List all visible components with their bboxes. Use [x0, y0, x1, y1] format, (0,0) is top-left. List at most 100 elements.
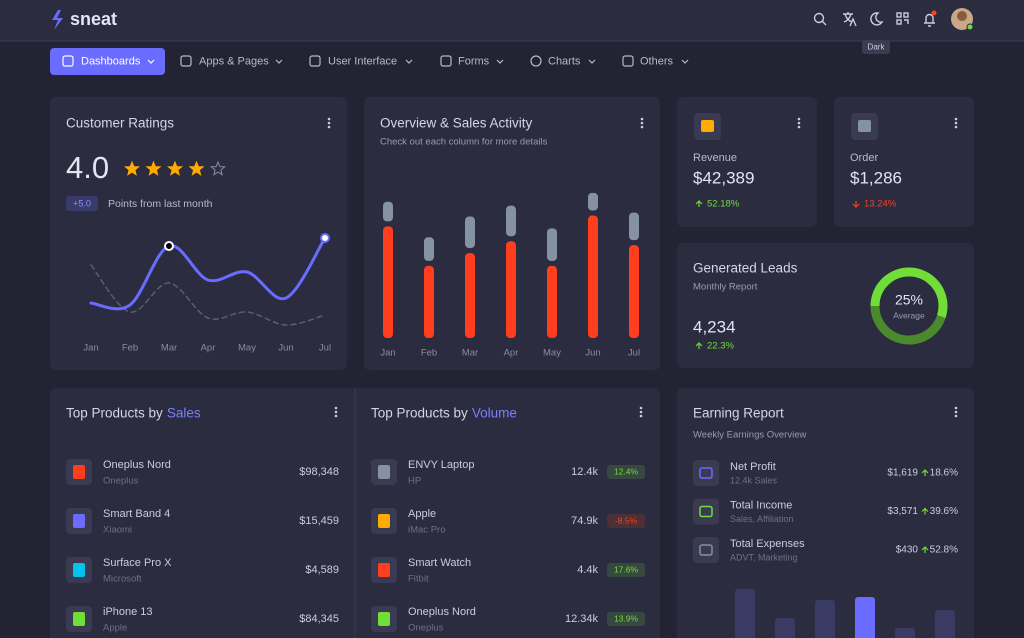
tooltip: [862, 40, 890, 54]
top-icons[interactable]: [813, 12, 936, 27]
trend-arrow: [852, 201, 860, 208]
bar: [735, 589, 755, 638]
bar: [547, 228, 557, 261]
menu-dot[interactable]: [797, 121, 801, 125]
stat-change: 52.18%: [707, 199, 740, 210]
card-title: Top Products by: [66, 406, 163, 421]
logo: [52, 10, 63, 30]
menu-dot[interactable]: [954, 414, 958, 418]
menu-dot[interactable]: [640, 125, 644, 129]
menu-dot[interactable]: [639, 414, 643, 418]
status-dot: [966, 23, 974, 31]
x-tick-label: Jul: [319, 343, 331, 354]
bar: [935, 610, 955, 638]
bar: [424, 265, 434, 338]
product-name: Oneplus Nord: [408, 606, 476, 618]
trend-arrow: [695, 342, 703, 349]
menu-dot[interactable]: [797, 117, 801, 121]
badge: [607, 612, 645, 626]
card-title: Top Products by: [371, 406, 468, 421]
menu-dot[interactable]: [639, 406, 643, 410]
nav-item[interactable]: Forms: [458, 55, 490, 67]
nav-item[interactable]: Dashboards: [81, 55, 141, 67]
avatar-face: [957, 11, 967, 21]
nav-chevron: [681, 59, 689, 64]
x-tick-label: Mar: [462, 348, 478, 359]
card-title-highlight: Volume: [472, 406, 517, 421]
star: [209, 160, 227, 176]
product-icon-glyph: [73, 514, 85, 528]
donut-segment: [870, 267, 948, 345]
product-brand: Microsoft: [103, 574, 142, 585]
badge: [66, 196, 98, 211]
product-name: Surface Pro X: [103, 557, 172, 569]
nav-item[interactable]: Charts: [548, 55, 581, 67]
earning-amount: $3,571: [887, 506, 918, 517]
card-title: Earning Report: [693, 406, 784, 421]
bar: [506, 241, 516, 338]
menu-dot[interactable]: [334, 406, 338, 410]
product-icon-glyph: [378, 612, 390, 626]
card-subtitle: Check out each column for more details: [380, 137, 548, 148]
x-tick-label: Jun: [585, 348, 600, 359]
nav-icon: [180, 55, 192, 67]
menu-dot[interactable]: [334, 410, 338, 414]
nav-item[interactable]: Others: [640, 55, 674, 67]
menu-dot[interactable]: [327, 117, 331, 121]
bar: [383, 201, 393, 222]
earning-amount: $1,619: [887, 468, 918, 479]
badge: [607, 563, 645, 577]
nav-item[interactable]: Apps & Pages: [199, 55, 269, 67]
menu-dot[interactable]: [954, 117, 958, 121]
menu-dot[interactable]: [954, 125, 958, 129]
bar: [629, 212, 639, 241]
x-tick-label: Feb: [122, 343, 138, 354]
donut-label: 25%: [895, 292, 923, 308]
product-icon-glyph: [378, 563, 390, 577]
menu-dot[interactable]: [334, 414, 338, 418]
stat-label: Order: [850, 152, 878, 164]
product-name: ENVY Laptop: [408, 459, 474, 471]
star: [145, 160, 162, 176]
tooltip-text: Dark: [868, 43, 886, 52]
stat-value: $1,286: [850, 168, 902, 187]
earning-change: 39.6%: [930, 506, 958, 517]
earning-sub: ADVT, Marketing: [730, 552, 798, 562]
menu-dot[interactable]: [327, 121, 331, 125]
card-subtitle: Monthly Report: [693, 282, 758, 293]
nav-active[interactable]: [50, 48, 165, 75]
badge-text: 17.6%: [614, 564, 639, 574]
badge-text: 13.9%: [614, 613, 639, 623]
trend-arrow: [695, 200, 703, 207]
menu-dot[interactable]: [640, 121, 644, 125]
menu-dot[interactable]: [640, 117, 644, 121]
product-icon-glyph: [73, 563, 85, 577]
bar: [629, 245, 639, 338]
leads-value: 4,234: [693, 317, 736, 336]
star: [188, 160, 205, 176]
menu-dot[interactable]: [797, 125, 801, 129]
product-price: $98,348: [299, 466, 339, 478]
x-tick-label: Apr: [504, 348, 519, 359]
earning-icon: [693, 498, 719, 525]
product-name: iPhone 13: [103, 606, 153, 618]
menu-dot[interactable]: [954, 121, 958, 125]
notification-dot: [931, 10, 937, 16]
bar: [588, 192, 598, 211]
menu-dot[interactable]: [327, 125, 331, 129]
product-name: Smart Watch: [408, 557, 471, 569]
product-price: $4,589: [305, 564, 339, 576]
product-name: Smart Band 4: [103, 508, 170, 520]
x-tick-label: Mar: [161, 343, 177, 354]
star: [123, 160, 141, 176]
card: [50, 97, 347, 370]
bar: [815, 600, 835, 638]
brand: sneat: [70, 9, 117, 29]
menu-dot[interactable]: [954, 410, 958, 414]
nav-chevron: [496, 59, 504, 64]
card-title-highlight: Sales: [167, 406, 201, 421]
menu-dot[interactable]: [954, 406, 958, 410]
menu-dot[interactable]: [639, 410, 643, 414]
nav-item[interactable]: User Interface: [328, 55, 397, 67]
product-icon-glyph: [378, 514, 390, 528]
